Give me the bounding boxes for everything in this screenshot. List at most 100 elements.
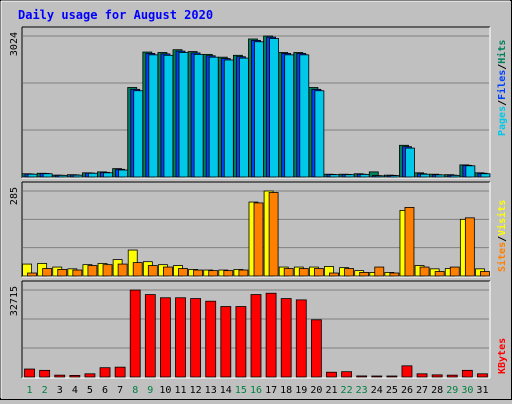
bar-kbytes-day-2 [39,369,51,378]
x-tick-label-day-8: 8 [132,385,138,396]
x-tick-label-day-30: 30 [461,385,473,396]
bar-sites-day-9 [147,265,158,277]
bar-kbytes-day-9 [144,294,156,378]
x-tick-label-day-15: 15 [235,385,247,396]
bar-sites-day-8 [132,262,143,277]
x-tick-label-day-23: 23 [356,385,368,396]
x-tick-label-day-7: 7 [117,385,123,396]
bar-sites-day-1 [27,272,37,277]
x-tick-label-day-9: 9 [147,385,153,396]
bar-pages-day-11 [178,52,189,178]
bar-kbytes-day-15 [235,306,247,378]
x-tick-label-day-21: 21 [325,385,337,396]
bar-kbytes-day-30 [461,369,473,378]
x-tick-label-day-10: 10 [159,385,171,396]
bar-pages-day-12 [193,53,204,178]
bar-sites-day-27 [419,266,430,277]
legend-visits-sites: Sites/Visits [496,200,508,272]
bar-kbytes-day-11 [175,297,186,378]
bar-pages-day-29 [450,174,461,178]
legend-visits-sites-visits: Visits [496,200,508,236]
bar-sites-day-23 [359,272,370,277]
bar-sites-day-7 [117,263,128,277]
legend-kbytes: KBytes [497,338,508,374]
x-tick-label-day-31: 31 [476,385,488,396]
bar-pages-day-10 [163,54,174,178]
bar-sites-day-19 [298,268,309,277]
bar-pages-day-31 [480,173,491,178]
x-tick-label-day-28: 28 [431,385,443,396]
bar-kbytes-day-13 [205,300,217,378]
bar-sites-day-10 [163,266,173,277]
bar-pages-day-13 [208,56,219,178]
bar-pages-day-15 [239,57,249,178]
bar-kbytes-day-18 [280,298,292,378]
x-tick-label-day-3: 3 [57,385,63,396]
bar-pages-day-26 [405,147,415,178]
legend-visits-sites-sep: / [497,236,508,242]
bar-sites-day-24 [374,266,385,277]
x-tick-label-day-25: 25 [386,385,398,396]
bar-pages-day-20 [314,90,325,178]
x-tick-label-day-16: 16 [250,385,262,396]
bar-sites-day-28 [434,271,445,277]
bar-kbytes-day-16 [250,294,262,378]
bar-sites-day-22 [344,268,354,277]
bar-pages-day-3 [57,174,68,178]
bar-kbytes-day-10 [160,297,171,378]
bar-pages-day-7 [118,169,129,178]
bar-visits-day-1 [22,263,32,277]
bar-pages-day-14 [223,59,234,178]
bar-pages-day-1 [27,173,38,178]
x-tick-label-day-11: 11 [174,385,186,396]
bar-kbytes-day-28 [431,374,443,378]
bar-pages-day-28 [435,174,446,178]
bar-sites-day-13 [208,270,219,277]
bar-pages-day-25 [389,175,400,178]
bar-sites-day-29 [449,266,460,277]
bar-kbytes-day-1 [24,368,35,378]
bar-kbytes-day-29 [446,374,458,378]
x-tick-label-day-17: 17 [265,385,277,396]
x-tick-label-day-5: 5 [87,385,93,396]
bar-kbytes-day-25 [386,375,398,378]
bar-kbytes-day-12 [190,298,202,378]
bar-pages-day-9 [148,54,159,178]
x-tick-label-day-22: 22 [341,385,353,396]
bar-sites-day-20 [313,268,324,277]
x-tick-label-day-4: 4 [72,385,78,396]
x-tick-label-day-26: 26 [401,385,413,396]
bar-kbytes-day-7 [114,366,126,378]
legend-hits-files-pages: Pages/Files/Hits [496,40,508,136]
x-tick-label-day-13: 13 [205,385,217,396]
bar-kbytes-day-24 [371,375,383,378]
y-max-label-hits-files-pages: 3024 [9,32,20,56]
bar-sites-day-14 [223,270,234,277]
bar-pages-day-6 [103,172,113,178]
bar-sites-day-2 [42,268,53,277]
chart-title: Daily usage for August 2020 [18,8,213,22]
bar-kbytes-day-6 [99,367,111,378]
x-tick-label-day-20: 20 [310,385,322,396]
bar-pages-day-18 [284,54,295,178]
bar-sites-day-21 [329,272,339,277]
bar-pages-day-27 [420,173,430,178]
bar-sites-day-30 [464,217,475,277]
bar-kbytes-day-31 [477,373,488,378]
bar-pages-day-16 [254,41,264,178]
bar-sites-day-6 [102,264,113,277]
x-tick-label-day-1: 1 [27,385,33,396]
x-tick-label-day-6: 6 [102,385,108,396]
x-tick-label-day-18: 18 [280,385,292,396]
bar-sites-day-17 [268,192,279,277]
bar-kbytes-day-8 [129,289,141,378]
bar-kbytes-day-26 [401,365,413,378]
x-tick-label-day-14: 14 [220,385,232,396]
bar-kbytes-day-22 [341,371,352,378]
x-tick-label-day-2: 2 [42,385,48,396]
bar-sites-day-4 [72,269,83,277]
bar-sites-day-31 [480,271,490,277]
bar-sites-day-26 [404,207,415,277]
